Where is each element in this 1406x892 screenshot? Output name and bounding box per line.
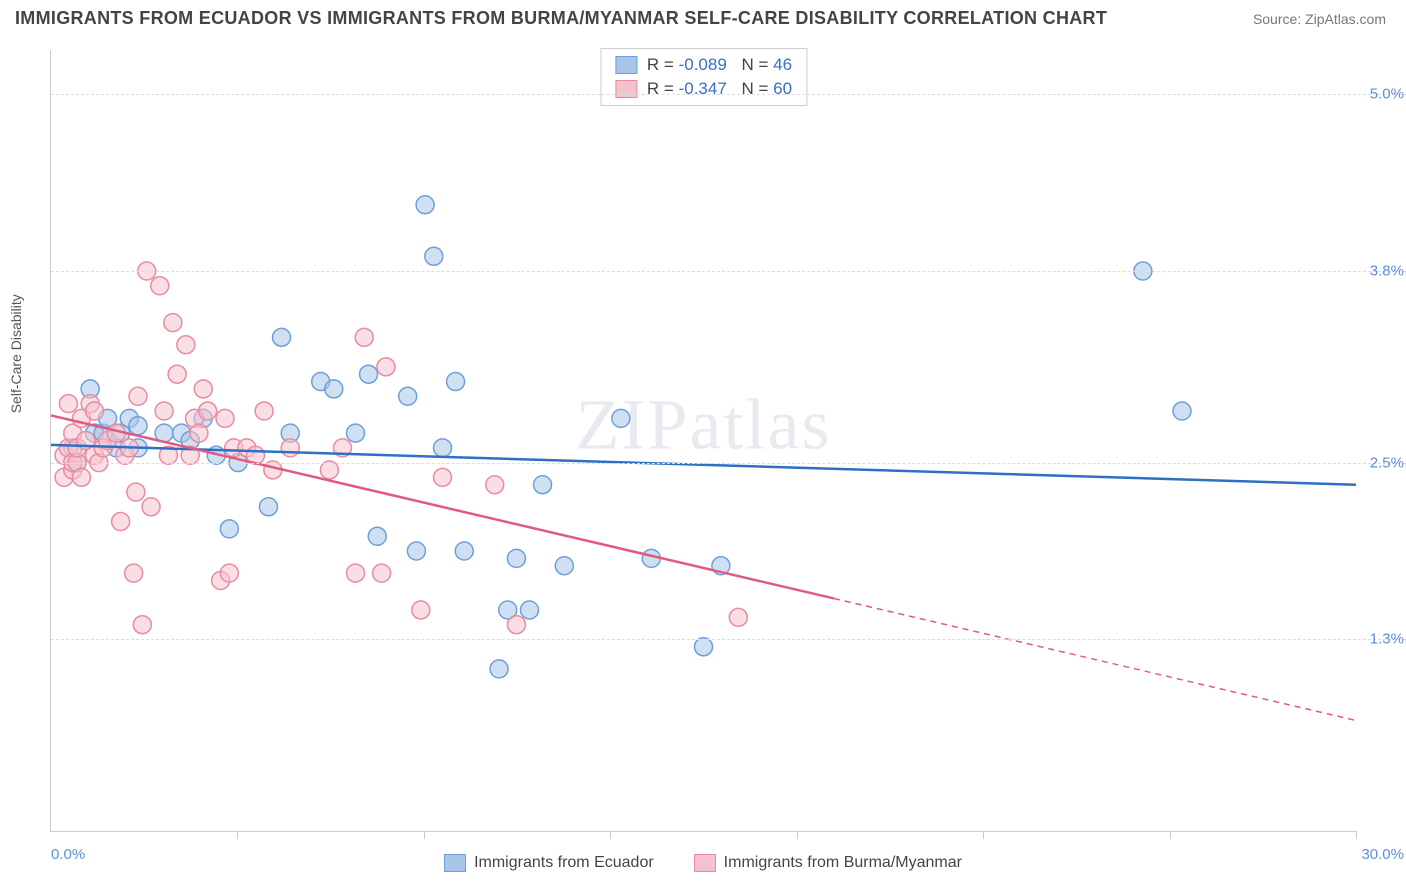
x-tick — [424, 831, 425, 839]
scatter-plot — [51, 50, 1356, 831]
data-point — [199, 402, 217, 420]
legend-label: Immigrants from Ecuador — [474, 854, 654, 872]
x-tick — [1170, 831, 1171, 839]
legend-item: Immigrants from Burma/Myanmar — [694, 854, 962, 872]
data-point — [729, 608, 747, 626]
data-point — [425, 247, 443, 265]
n-label: N = 60 — [737, 79, 792, 99]
data-point — [190, 424, 208, 442]
data-point — [455, 542, 473, 560]
data-point — [555, 557, 573, 575]
data-point — [521, 601, 539, 619]
data-point — [151, 277, 169, 295]
data-point — [194, 380, 212, 398]
legend-swatch — [694, 854, 716, 872]
data-point — [412, 601, 430, 619]
trend-line-extrapolated — [834, 598, 1356, 720]
data-point — [129, 387, 147, 405]
data-point — [490, 660, 508, 678]
legend-swatch — [615, 80, 637, 98]
data-point — [507, 616, 525, 634]
data-point — [281, 439, 299, 457]
data-point — [373, 564, 391, 582]
data-point — [216, 409, 234, 427]
data-point — [260, 498, 278, 516]
data-point — [534, 476, 552, 494]
x-tick — [237, 831, 238, 839]
data-point — [129, 417, 147, 435]
x-tick — [983, 831, 984, 839]
data-point — [360, 365, 378, 383]
data-point — [325, 380, 343, 398]
data-point — [434, 439, 452, 457]
data-point — [416, 196, 434, 214]
chart-title: IMMIGRANTS FROM ECUADOR VS IMMIGRANTS FR… — [15, 8, 1107, 29]
data-point — [155, 402, 173, 420]
y-tick-label: 2.5% — [1370, 454, 1404, 471]
y-tick-label: 5.0% — [1370, 86, 1404, 103]
data-point — [407, 542, 425, 560]
data-point — [273, 328, 291, 346]
stats-row: R = -0.347 N = 60 — [615, 77, 792, 101]
data-point — [347, 564, 365, 582]
data-point — [320, 461, 338, 479]
data-point — [355, 328, 373, 346]
data-point — [142, 498, 160, 516]
legend-label: Immigrants from Burma/Myanmar — [724, 854, 962, 872]
gridline — [51, 94, 1406, 95]
r-label: R = -0.347 — [647, 79, 727, 99]
y-tick-label: 3.8% — [1370, 263, 1404, 280]
legend-swatch — [444, 854, 466, 872]
data-point — [112, 513, 130, 531]
data-point — [612, 409, 630, 427]
data-point — [507, 549, 525, 567]
source-label: Source: ZipAtlas.com — [1253, 11, 1386, 27]
r-label: R = -0.089 — [647, 55, 727, 75]
chart-area: Self-Care Disability ZIPatlas R = -0.089… — [50, 50, 1356, 832]
data-point — [486, 476, 504, 494]
data-point — [255, 402, 273, 420]
data-point — [72, 468, 90, 486]
gridline — [51, 271, 1406, 272]
data-point — [377, 358, 395, 376]
data-point — [125, 564, 143, 582]
x-tick — [1356, 831, 1357, 839]
stats-legend-box: R = -0.089 N = 46 R = -0.347 N = 60 — [600, 48, 807, 106]
x-tick — [610, 831, 611, 839]
data-point — [168, 365, 186, 383]
data-point — [177, 336, 195, 354]
data-point — [1173, 402, 1191, 420]
legend-swatch — [615, 56, 637, 74]
n-label: N = 46 — [737, 55, 792, 75]
gridline — [51, 463, 1406, 464]
data-point — [86, 402, 104, 420]
x-tick — [797, 831, 798, 839]
y-tick-label: 1.3% — [1370, 631, 1404, 648]
data-point — [164, 314, 182, 332]
y-axis-label: Self-Care Disability — [8, 294, 24, 413]
legend-item: Immigrants from Ecuador — [444, 854, 654, 872]
data-point — [220, 520, 238, 538]
data-point — [434, 468, 452, 486]
data-point — [127, 483, 145, 501]
data-point — [447, 373, 465, 391]
data-point — [368, 527, 386, 545]
stats-row: R = -0.089 N = 46 — [615, 53, 792, 77]
gridline — [51, 639, 1406, 640]
data-point — [133, 616, 151, 634]
data-point — [220, 564, 238, 582]
data-point — [347, 424, 365, 442]
bottom-legend: Immigrants from Ecuador Immigrants from B… — [0, 854, 1406, 872]
data-point — [695, 638, 713, 656]
data-point — [399, 387, 417, 405]
data-point — [59, 395, 77, 413]
